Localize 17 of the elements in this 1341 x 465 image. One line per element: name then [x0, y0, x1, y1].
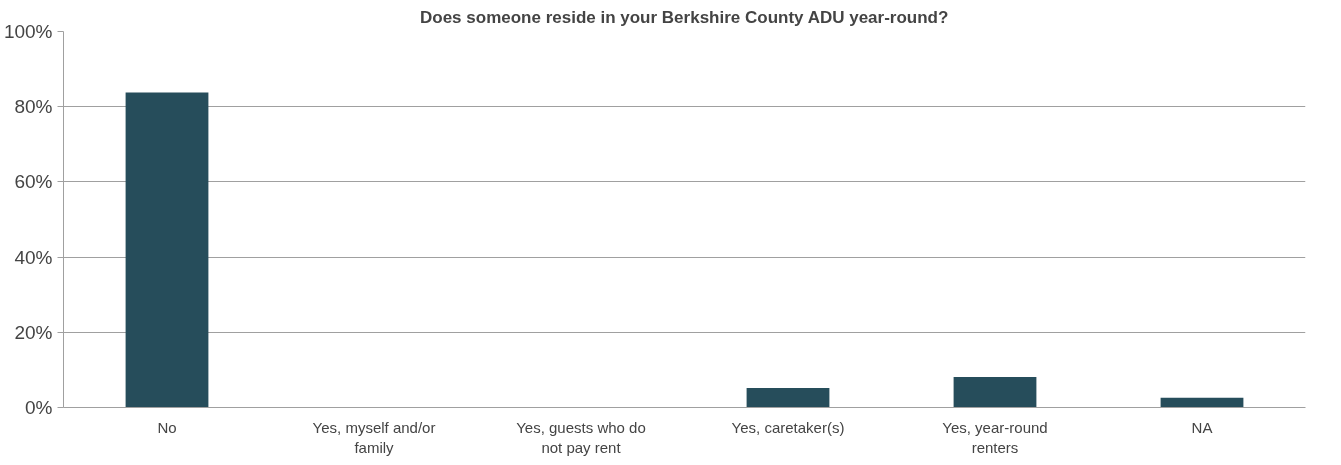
x-tick-label: NA [1191, 418, 1213, 436]
y-tick-label: 0% [25, 397, 53, 418]
bar [1160, 397, 1244, 408]
bar [746, 387, 830, 408]
chart-title: Does someone reside in your Berkshire County ADU year-round? [420, 7, 949, 27]
x-tick-label: Yes, guests who do not pay rent [516, 418, 646, 456]
bar [125, 92, 209, 408]
y-tick-label: 60% [14, 171, 53, 193]
x-tick-label: Yes, caretaker(s) [731, 418, 845, 436]
x-tick-label: No [157, 418, 177, 436]
y-tick-label: 100% [3, 21, 53, 42]
x-tick-label: Yes, myself and/or family [312, 418, 436, 456]
bar [953, 377, 1037, 408]
x-tick-label: Yes, year-round renters [942, 418, 1048, 456]
y-tick-label: 20% [14, 321, 53, 343]
y-tick-label: 40% [14, 246, 53, 268]
y-tick-label: 80% [14, 96, 53, 118]
